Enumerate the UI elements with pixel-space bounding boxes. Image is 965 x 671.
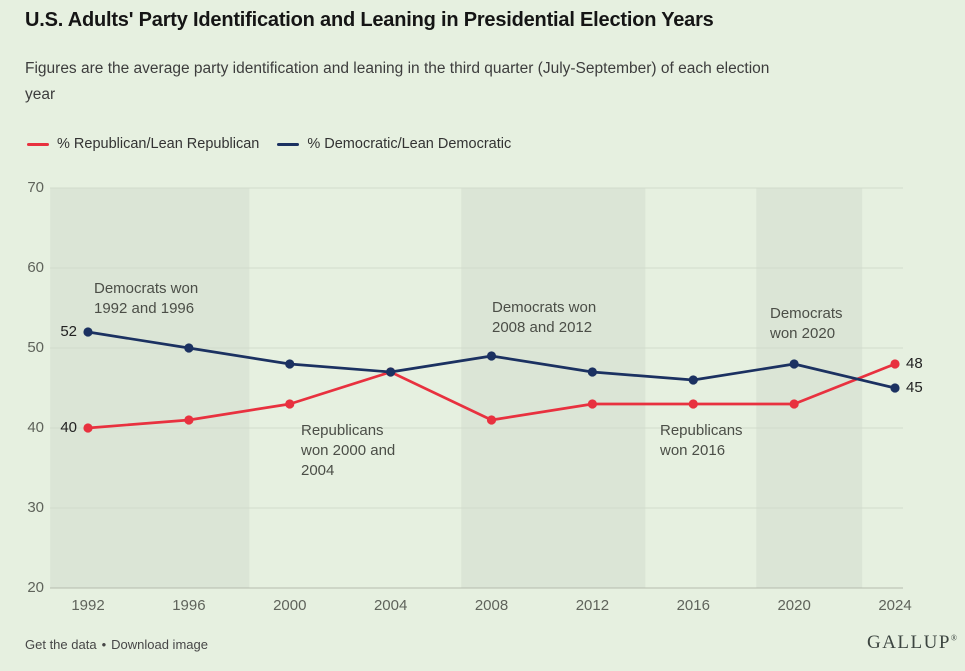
legend-item-republican[interactable]: % Republican/Lean Republican <box>27 136 259 153</box>
democratic-point-2000[interactable] <box>285 359 295 369</box>
democratic-line-swatch-icon <box>277 142 300 147</box>
dem-win-band <box>50 188 250 588</box>
legend-label-democratic: % Democratic/Lean Democratic <box>307 136 512 152</box>
dem-win-band <box>756 188 863 588</box>
chart-subtitle-line-2: year <box>25 86 56 103</box>
republican-point-2008[interactable] <box>486 415 497 425</box>
democratic-point-2012[interactable] <box>587 367 597 377</box>
democratic-point-2004[interactable] <box>386 367 396 377</box>
footer-separator: • <box>101 637 107 652</box>
democratic-point-2024[interactable] <box>890 383 900 393</box>
chart-title: U.S. Adults' Party Identification and Le… <box>25 9 714 31</box>
republican-point-2012[interactable] <box>587 399 597 409</box>
republican-point-2024[interactable] <box>890 359 900 369</box>
republican-point-2000[interactable] <box>285 399 295 409</box>
democratic-point-1996[interactable] <box>184 343 194 353</box>
republican-line-swatch-icon <box>27 142 49 147</box>
democratic-point-2008[interactable] <box>486 351 497 361</box>
democratic-point-2016[interactable] <box>688 375 698 385</box>
registered-mark-icon: ® <box>950 633 957 643</box>
republican-point-2016[interactable] <box>688 399 698 409</box>
republican-point-2020[interactable] <box>789 399 799 409</box>
democratic-point-1992[interactable] <box>83 327 93 337</box>
legend-item-democratic[interactable]: % Democratic/Lean Democratic <box>277 136 511 153</box>
dem-win-band <box>461 188 646 588</box>
republican-point-1996[interactable] <box>184 415 194 425</box>
get-the-data-link[interactable]: Get the data <box>25 637 97 652</box>
chart-subtitle: Figures are the average party identifica… <box>25 56 945 108</box>
republican-point-1992[interactable] <box>83 423 93 433</box>
chart-legend: % Republican/Lean Republican % Democrati… <box>27 136 511 153</box>
democratic-point-2020[interactable] <box>789 359 799 369</box>
gallup-logo-text: GALLUP <box>866 632 951 653</box>
legend-label-republican: % Republican/Lean Republican <box>57 136 260 152</box>
gallup-logo: GALLUP® <box>867 632 957 654</box>
footer-links: Get the data • Download image <box>25 637 208 652</box>
chart-subtitle-line-1: Figures are the average party identifica… <box>25 60 770 77</box>
download-image-link[interactable]: Download image <box>111 637 208 652</box>
